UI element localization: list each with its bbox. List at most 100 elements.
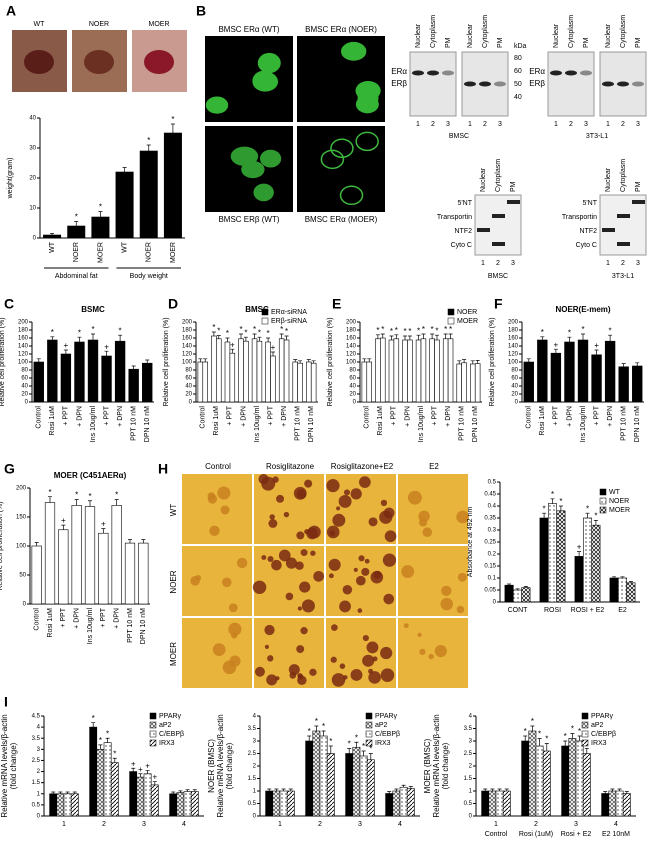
lane-label: Nuclear — [480, 167, 487, 192]
marker-label: Transportin — [562, 214, 597, 221]
y-tick-label: 180 — [346, 328, 357, 334]
marker-label: NTF2 — [580, 228, 598, 235]
stained-cell — [361, 567, 370, 576]
error-bar — [620, 576, 625, 578]
bar — [609, 577, 619, 603]
marker-label: Cyto C — [451, 242, 472, 249]
significance-mark: * — [435, 326, 438, 335]
stained-cell — [258, 474, 269, 485]
legend-label: aP2 — [159, 722, 172, 729]
stained-cell — [368, 517, 378, 527]
lane-label: PM — [635, 37, 642, 48]
error-bar — [328, 745, 333, 754]
stained-cell — [362, 654, 375, 667]
error-bar — [131, 365, 136, 370]
y-tick-label: 0 — [189, 400, 193, 406]
legend-swatch — [365, 739, 373, 747]
image-label: BMSC ERβ (WT) — [218, 215, 279, 224]
y-tick-label: 2 — [469, 764, 473, 770]
x-tick-label: WT — [121, 241, 128, 253]
x-tick-label: + PPT — [100, 607, 107, 627]
stained-cell — [456, 605, 465, 614]
stained-cell — [342, 585, 353, 595]
kda-title: kDa — [514, 43, 527, 50]
significance-mark: * — [417, 326, 420, 335]
error-bar — [101, 528, 106, 534]
bar — [618, 366, 629, 403]
y-tick-label: 0 — [33, 236, 37, 242]
bar — [591, 354, 602, 403]
stained-cell — [306, 527, 318, 540]
bar — [224, 341, 231, 403]
significance-mark: * — [586, 504, 589, 513]
y-axis-label: Relative cell proliferation (%) — [0, 501, 4, 590]
significance-mark: * — [147, 136, 150, 145]
error-bar — [570, 733, 575, 739]
legend-label: MOER — [457, 318, 478, 325]
error-bar — [145, 359, 150, 364]
band — [632, 81, 644, 87]
y-tick-label: 0.5 — [32, 802, 41, 808]
stain-image — [398, 546, 468, 616]
stained-cell — [350, 669, 363, 681]
error-bar — [475, 360, 480, 364]
error-bar — [457, 360, 462, 364]
significance-mark: + — [145, 762, 150, 771]
error-bar — [394, 334, 399, 339]
band — [550, 70, 562, 76]
significance-mark: + — [152, 773, 157, 782]
stained-cell — [384, 530, 397, 543]
x-tick-label: 4 — [614, 821, 618, 828]
bar — [582, 753, 591, 817]
row-label: MOER — [169, 642, 178, 666]
bar — [442, 338, 449, 403]
bar — [63, 793, 72, 817]
bar — [632, 365, 643, 403]
chart-title: NOER(E-mem) — [555, 305, 610, 314]
y-tick-label: 0 — [253, 814, 257, 820]
bar — [345, 753, 354, 817]
significance-mark: * — [538, 730, 541, 739]
significance-mark: + — [230, 340, 235, 349]
y-tick-label: 100 — [182, 360, 193, 366]
bar — [617, 577, 627, 603]
bar — [256, 340, 263, 403]
error-bar — [603, 791, 608, 794]
error-bar — [380, 333, 385, 338]
error-bar — [403, 335, 408, 340]
band-label: ERβ — [529, 79, 545, 88]
stained-cell — [195, 574, 202, 581]
photo-label: NOER — [89, 21, 109, 28]
significance-mark: * — [315, 717, 318, 726]
x-tick-label: Rosi 1uM — [49, 406, 56, 436]
lane-number: 3 — [636, 260, 640, 267]
y-tick-label: 160 — [508, 336, 519, 342]
significance-mark: * — [106, 729, 109, 738]
x-tick-label: Ins 10ug/ml — [254, 406, 261, 443]
stain-image — [254, 618, 324, 688]
y-axis-label: NOER (BMSC) — [207, 739, 216, 793]
error-bar — [48, 496, 52, 503]
y-tick-label: 40 — [349, 384, 356, 390]
photo-label: WT — [34, 21, 46, 28]
chart-title: BSMC — [81, 305, 105, 314]
significance-mark: * — [280, 325, 283, 334]
cell — [355, 80, 381, 101]
y-tick-label: 100 — [346, 360, 357, 366]
bar — [392, 790, 401, 817]
significance-mark: * — [362, 742, 365, 751]
bar — [539, 517, 549, 603]
error-bar — [281, 788, 286, 791]
bar — [142, 362, 153, 403]
bar — [129, 771, 138, 817]
significance-mark: * — [581, 325, 584, 334]
band — [632, 200, 645, 204]
lane-number: 1 — [468, 121, 472, 128]
significance-mark: * — [212, 323, 215, 332]
stained-cell — [428, 653, 434, 660]
photo-label: MOER — [149, 21, 170, 28]
x-tick-label: PPT 10 nM — [459, 406, 466, 441]
error-bar — [585, 512, 590, 518]
panel-label: F — [494, 296, 503, 312]
stained-cell — [456, 510, 470, 524]
